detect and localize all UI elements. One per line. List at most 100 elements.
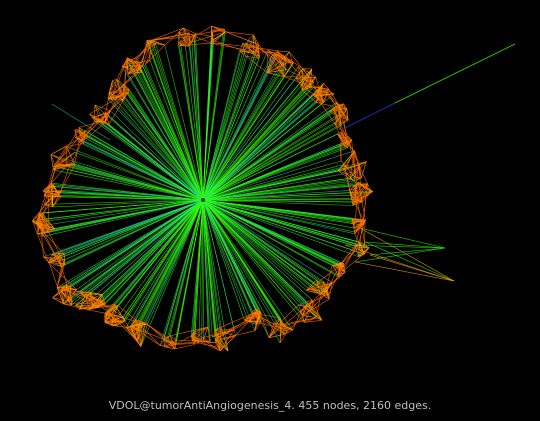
graph-edge — [202, 199, 313, 308]
graph-edge — [302, 86, 313, 91]
graph-edge — [254, 324, 257, 331]
graph-edge — [258, 315, 288, 332]
graph-edge — [57, 255, 62, 267]
graph-edge — [202, 199, 299, 306]
graph-edge — [245, 42, 258, 49]
graph-edge — [71, 199, 204, 306]
graph-edge — [359, 227, 455, 282]
graph-edge — [92, 303, 105, 309]
graph-edge — [216, 332, 223, 349]
graph-edge — [320, 86, 335, 95]
graph-edge — [126, 57, 129, 75]
graph-edge — [202, 55, 285, 201]
graph-edge — [63, 301, 70, 305]
graph-edge — [198, 199, 204, 344]
graph-edge — [268, 321, 282, 338]
graph-edge — [202, 68, 313, 201]
graph-edge — [52, 288, 66, 299]
graph-edge — [193, 36, 204, 201]
graph-edge — [358, 182, 368, 185]
graph-edge — [337, 253, 365, 276]
graph-edge — [353, 218, 356, 229]
graph-edge — [74, 152, 204, 201]
graph-edge — [256, 321, 262, 325]
graph-edge — [202, 171, 356, 201]
graph-edge — [308, 299, 313, 305]
graph-edge — [133, 323, 140, 338]
graph-edge — [215, 335, 236, 343]
graph-edge — [48, 184, 54, 187]
graph-edge — [202, 177, 351, 201]
graph-edge — [89, 113, 106, 123]
graph-edge — [202, 64, 284, 201]
graph-edge — [137, 326, 142, 342]
graph-edge — [79, 199, 204, 310]
graph-edge — [242, 43, 246, 57]
graph-edge — [177, 32, 180, 44]
graph-edge — [311, 299, 313, 308]
graph-edge — [337, 150, 355, 172]
graph-edge — [202, 199, 355, 235]
graph-edge — [88, 136, 204, 201]
graph-edge — [53, 130, 86, 167]
graph-edge — [352, 201, 363, 206]
graph-edge — [32, 220, 49, 263]
graph-edge — [309, 69, 313, 87]
graph-edge — [66, 143, 84, 147]
graph-edge — [121, 59, 127, 67]
graph-edge — [64, 199, 204, 260]
graph-edge — [202, 199, 360, 243]
graph-edge — [142, 45, 150, 67]
graph-edge — [174, 343, 177, 349]
graph-edge — [337, 170, 354, 182]
graph-edge — [343, 164, 359, 171]
graph-edge — [76, 110, 111, 139]
graph-edge — [202, 53, 275, 201]
graph-edge — [333, 107, 337, 122]
graph-edge — [79, 291, 103, 295]
graph-edge — [78, 129, 89, 138]
graph-edge — [178, 43, 190, 47]
graph-edge — [253, 313, 262, 322]
graph-edge — [268, 324, 282, 338]
graph-edge — [202, 199, 328, 286]
graph-edge — [131, 199, 204, 332]
graph-edge — [274, 53, 287, 70]
graph-edge — [37, 228, 55, 234]
graph-edge — [323, 281, 328, 286]
graph-edge — [126, 199, 204, 328]
graph-edge — [202, 143, 340, 201]
graph-edge — [76, 137, 84, 141]
graph-edge — [51, 103, 111, 141]
graph-edge — [51, 252, 60, 256]
graph-edge — [79, 291, 98, 309]
graph-edge — [183, 27, 190, 34]
graph-edge — [74, 129, 77, 139]
graph-edge — [107, 88, 130, 100]
graph-edge — [104, 304, 115, 323]
graph-edge — [202, 199, 354, 206]
graph-edge — [78, 121, 101, 128]
graph-edge — [362, 183, 368, 226]
graph-edge — [394, 43, 516, 104]
graph-edge — [32, 220, 49, 233]
graph-edge — [127, 91, 204, 201]
graph-edge — [346, 109, 349, 121]
graph-edge — [71, 301, 73, 306]
graph-edge — [61, 264, 65, 267]
graph-edge — [62, 199, 204, 304]
graph-edge — [343, 103, 349, 121]
graph-edge — [159, 339, 165, 346]
graph-edge — [191, 199, 204, 341]
graph-edge — [43, 199, 204, 237]
graph-edge — [202, 199, 293, 331]
graph-edge — [202, 146, 346, 201]
graph-edge — [245, 42, 259, 53]
graph-edge — [58, 253, 62, 267]
graph-edge — [104, 199, 204, 318]
graph-edge — [369, 247, 446, 256]
graph-edge — [202, 77, 317, 201]
graph-edge — [32, 199, 204, 222]
graph-edge — [274, 317, 281, 324]
graph-edge — [39, 199, 204, 214]
